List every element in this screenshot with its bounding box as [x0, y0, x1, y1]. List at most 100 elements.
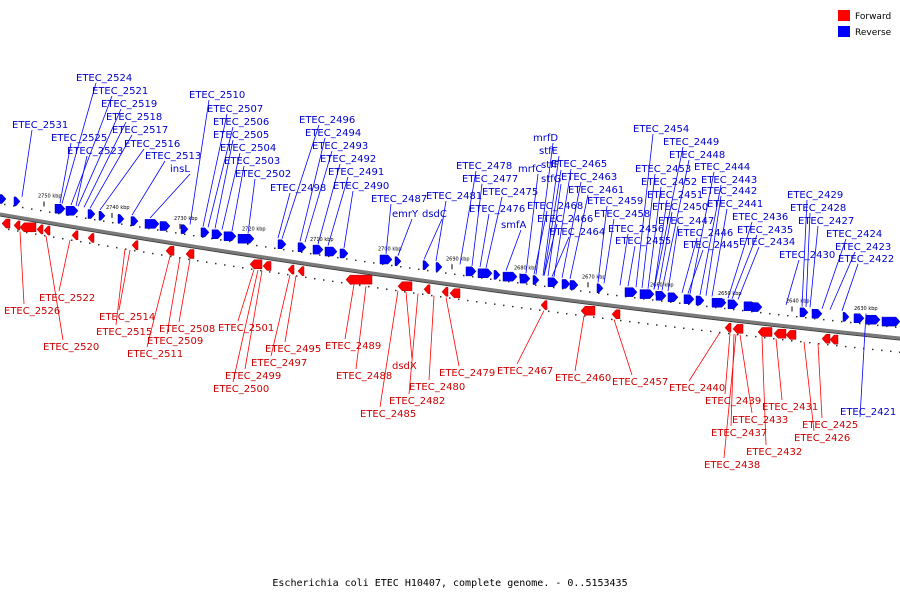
leader-line: [247, 178, 256, 234]
forward-gene: [757, 327, 773, 337]
forward-gene: [441, 287, 449, 297]
gene-label: ETEC_2508: [159, 324, 215, 335]
leader-line: [817, 343, 823, 419]
leader-line: [70, 95, 113, 206]
reverse-gene: [117, 214, 125, 224]
track-dot: [328, 255, 330, 258]
track-dot: [602, 317, 604, 320]
tick-label: 2720 kbp: [242, 227, 266, 233]
reverse-gene: [639, 289, 655, 299]
forward-gene: [345, 274, 373, 285]
track-dot: [746, 334, 748, 337]
leader-line: [613, 319, 633, 376]
reverse-gene: [144, 219, 160, 229]
track-dot: [890, 350, 892, 353]
track-dot: [643, 298, 645, 300]
track-dot: [35, 233, 37, 235]
leader-line: [281, 124, 320, 239]
leader-line: [284, 275, 297, 343]
track-dot: [850, 321, 852, 324]
track-dot: [314, 277, 316, 280]
track-dot: [620, 319, 622, 322]
gene-label: ETEC_2430: [779, 250, 835, 261]
track-dot: [557, 311, 559, 314]
track-dot: [679, 302, 681, 304]
gene-label: ETEC_2504: [220, 143, 276, 154]
track-dot: [440, 296, 442, 298]
leader-line: [45, 235, 64, 341]
gene-label: ETEC_2493: [312, 141, 368, 152]
gene-label: ETEC_2468: [527, 201, 583, 212]
reverse-gene: [811, 308, 823, 319]
legend-forward-label: Forward: [855, 12, 891, 22]
leader-line: [435, 200, 447, 262]
gene-label: ETEC_2494: [305, 128, 361, 139]
leader-line: [661, 159, 690, 291]
gene-label: ETEC_2421: [840, 407, 896, 418]
leader-line: [737, 246, 760, 300]
track-dot: [341, 281, 343, 284]
leader-line: [343, 190, 354, 249]
reverse-gene: [394, 256, 402, 266]
track-dot: [701, 329, 703, 332]
gene-label: ETEC_2501: [218, 323, 274, 334]
gene-label: ETEC_2510: [189, 90, 245, 101]
track-dot: [355, 259, 357, 262]
track-dot: [287, 273, 289, 276]
track-dot: [656, 324, 658, 326]
leader-line: [189, 99, 210, 225]
track-dot: [251, 268, 253, 270]
gene-label: ETEC_2464: [549, 227, 605, 238]
leader-line: [533, 210, 548, 275]
leader-line: [408, 293, 419, 395]
reverse-gene: [312, 244, 324, 255]
leader-line: [237, 269, 255, 322]
reverse-gene: [0, 194, 7, 204]
track-dot: [62, 237, 64, 240]
gene-label: ETEC_2481: [426, 191, 482, 202]
track-dot: [607, 293, 609, 296]
track-dot: [418, 268, 420, 271]
gene-label: ETEC_2422: [838, 254, 894, 265]
leader-line: [785, 259, 800, 305]
forward-gene: [785, 330, 797, 340]
forward-gene: [19, 222, 37, 233]
gene-label: ETEC_2490: [333, 181, 389, 192]
reverse-gene: [13, 196, 21, 207]
leader-line: [99, 148, 145, 211]
tick-layer: 2750 kbp 2740 kbp 2730 kbp 2720 kbp 2710 kbp…: [38, 194, 878, 319]
leader-line: [561, 181, 582, 279]
track-dot: [697, 304, 699, 307]
tick-label: 2750 kbp: [38, 194, 62, 200]
leader-line: [61, 82, 97, 204]
track-dot: [184, 233, 186, 236]
gene-labels: ETEC_2524 ETEC_2521 ETEC_2519 ETEC_2518 ETEC…: [4, 73, 896, 471]
track-dot: [787, 314, 789, 317]
forward-gene: [724, 322, 732, 333]
gene-label: ETEC_2498: [270, 183, 326, 194]
track-dot: [413, 292, 415, 294]
track-dot: [121, 223, 123, 225]
track-dot: [670, 301, 672, 303]
leader-line: [397, 218, 413, 256]
track-dot: [337, 256, 339, 259]
gene-label: ETEC_2438: [704, 460, 760, 471]
leader-line: [653, 146, 684, 290]
gene-label: ETEC_2526: [4, 306, 60, 317]
gene-label: stfF: [541, 160, 560, 171]
track-dot: [796, 315, 798, 318]
reverse-gene: [853, 313, 865, 323]
leader-line: [641, 173, 656, 289]
gene-label: ETEC_2479: [439, 368, 495, 379]
gene-label: ETEC_2522: [39, 293, 95, 304]
track-dot: [404, 291, 406, 293]
reverse-gene: [842, 312, 850, 322]
track-dot: [89, 242, 91, 244]
leader-line: [423, 218, 443, 260]
track-dot: [431, 294, 433, 297]
gene-label: ETEC_2443: [701, 175, 757, 186]
gene-label: ETEC_2523: [67, 146, 123, 157]
leader-line: [304, 150, 333, 243]
track-dot: [157, 229, 159, 231]
leader-line: [445, 297, 460, 367]
